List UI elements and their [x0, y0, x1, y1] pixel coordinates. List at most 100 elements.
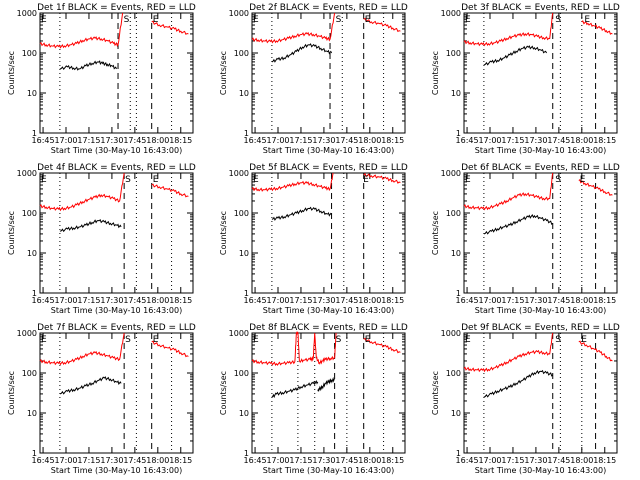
x-tick-label: 17:00: [54, 136, 77, 145]
y-axis-label: Counts/sec: [431, 51, 440, 95]
y-tick-label: 10: [27, 89, 37, 98]
x-tick-label: 17:00: [478, 456, 501, 465]
event-marker-e: E: [580, 175, 586, 185]
y-tick-label: 1000: [441, 9, 461, 18]
event-marker-e: E: [253, 335, 259, 345]
x-tick-label: 18:15: [381, 136, 404, 145]
series-events-line: [317, 376, 335, 392]
plot-frame: [251, 172, 406, 294]
panel-det-2: Det 2f BLACK = Events, RED = LLD 1 10 100 10…: [219, 3, 408, 155]
x-tick-label: 17:15: [77, 456, 100, 465]
y-tick-label: 1: [244, 129, 249, 138]
x-tick-label: 16:45: [32, 296, 55, 305]
x-tick-label: 16:45: [32, 456, 55, 465]
x-axis-label: Start Time (30-May-10 16:43:00): [263, 466, 394, 475]
plot-frame: [39, 12, 194, 134]
y-tick-label: 100: [446, 209, 461, 218]
series-events-line: [271, 206, 333, 221]
panel-title: Det 1f BLACK = Events, RED = LLD: [37, 3, 196, 13]
panel-det-3: Det 3f BLACK = Events, RED = LLD 1 10 100 10…: [431, 3, 620, 155]
x-tick-label: 17:15: [501, 136, 524, 145]
x-tick-label: 18:15: [381, 456, 404, 465]
x-tick-label: 18:00: [570, 456, 593, 465]
event-marker-s: S: [125, 175, 131, 185]
panel-det-6: Det 6f BLACK = Events, RED = LLD 1 10 100 10…: [431, 163, 620, 315]
event-marker-s: S: [555, 335, 561, 345]
event-marker-e: E: [41, 15, 47, 25]
x-tick-label: 17:45: [123, 456, 146, 465]
event-marker-e: E: [363, 175, 369, 185]
event-marker-s: S: [124, 15, 130, 25]
event-marker-e: E: [465, 335, 471, 345]
x-tick-label: 16:45: [244, 456, 267, 465]
event-marker-s: S: [125, 335, 131, 345]
panel-det-4: Det 4f BLACK = Events, RED = LLD 1 10 100 10…: [7, 163, 196, 315]
event-marker-e: E: [465, 15, 471, 25]
x-axis-label: Start Time (30-May-10 16:43:00): [475, 466, 606, 475]
x-tick-label: 18:00: [146, 136, 169, 145]
panel-title: Det 9f BLACK = Events, RED = LLD: [461, 323, 620, 333]
x-tick-label: 18:15: [169, 136, 192, 145]
x-axis-label: Start Time (30-May-10 16:43:00): [263, 306, 394, 315]
series-events-line: [483, 214, 554, 235]
x-tick-label: 18:00: [358, 136, 381, 145]
plot-frame: [463, 172, 618, 294]
y-tick-label: 10: [27, 249, 37, 258]
y-tick-label: 10: [451, 89, 461, 98]
event-marker-s: S: [555, 15, 561, 25]
plot-frame: [39, 332, 194, 454]
x-tick-label: 17:00: [266, 136, 289, 145]
x-tick-label: 17:00: [54, 456, 77, 465]
series-events-line: [483, 369, 554, 398]
panel-det-8: Det 8f BLACK = Events, RED = LLD 1 10 100 10…: [219, 323, 408, 475]
x-axis-label: Start Time (30-May-10 16:43:00): [51, 466, 182, 475]
event-marker-e: E: [365, 15, 371, 25]
y-tick-label: 100: [234, 49, 249, 58]
y-tick-label: 1000: [17, 169, 37, 178]
y-tick-label: 10: [239, 89, 249, 98]
x-tick-label: 17:45: [547, 456, 570, 465]
series-lld-line: [581, 20, 613, 35]
x-tick-label: 18:15: [593, 136, 616, 145]
event-marker-e: E: [41, 175, 47, 185]
x-tick-label: 17:30: [100, 136, 123, 145]
x-tick-label: 18:00: [358, 296, 381, 305]
series-events-line: [59, 60, 117, 71]
y-tick-label: 1000: [229, 169, 249, 178]
event-marker-e: E: [253, 15, 259, 25]
y-tick-label: 1000: [229, 9, 249, 18]
series-lld-line: [363, 173, 401, 184]
plot-frame: [39, 172, 194, 294]
y-axis-label: Counts/sec: [7, 51, 16, 95]
series-lld-line: [251, 12, 336, 44]
y-axis-label: Counts/sec: [431, 371, 440, 415]
x-tick-label: 17:00: [266, 296, 289, 305]
y-tick-label: 100: [446, 49, 461, 58]
x-tick-label: 16:45: [244, 136, 267, 145]
y-tick-label: 1000: [441, 329, 461, 338]
y-axis-label: Counts/sec: [431, 211, 440, 255]
x-tick-label: 17:45: [335, 136, 358, 145]
y-tick-label: 100: [446, 369, 461, 378]
series-lld-line: [151, 183, 189, 198]
event-marker-e: E: [153, 175, 159, 185]
x-tick-label: 16:45: [456, 456, 479, 465]
event-marker-e: E: [365, 335, 371, 345]
panel-title: Det 6f BLACK = Events, RED = LLD: [461, 163, 620, 173]
y-tick-label: 1: [32, 129, 37, 138]
y-tick-label: 1000: [17, 329, 37, 338]
x-tick-label: 17:00: [54, 296, 77, 305]
series-events-line: [271, 43, 333, 63]
panel-title: Det 2f BLACK = Events, RED = LLD: [249, 3, 408, 13]
x-tick-label: 17:30: [312, 136, 335, 145]
plot-frame: [251, 12, 406, 134]
x-tick-label: 18:00: [146, 296, 169, 305]
x-tick-label: 18:00: [570, 296, 593, 305]
y-tick-label: 1: [456, 129, 461, 138]
x-tick-label: 17:00: [478, 136, 501, 145]
plot-frame: [463, 332, 618, 454]
y-tick-label: 10: [451, 249, 461, 258]
y-tick-label: 1: [456, 449, 461, 458]
y-tick-label: 100: [234, 209, 249, 218]
